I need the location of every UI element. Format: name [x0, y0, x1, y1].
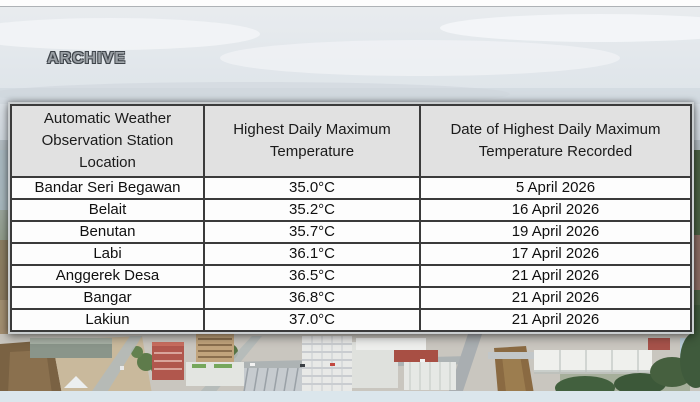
station-name: Anggerek Desa	[10, 264, 205, 288]
date-recorded: 21 April 2026	[419, 286, 692, 310]
weather-table-frame: Automatic Weather Observation Station Lo…	[8, 102, 694, 334]
max-temperature: 36.8°C	[203, 286, 421, 310]
station-name: Bangar	[10, 286, 205, 310]
date-recorded: 21 April 2026	[419, 264, 692, 288]
station-name: Labi	[10, 242, 205, 266]
table-row: Benutan 35.7°C 19 April 2026	[10, 220, 692, 244]
date-recorded: 16 April 2026	[419, 198, 692, 222]
max-temperature: 35.2°C	[203, 198, 421, 222]
col-header-station-location: Automatic Weather Observation Station Lo…	[10, 104, 205, 178]
max-temperature: 36.5°C	[203, 264, 421, 288]
col-header-max-temperature: Highest Daily Maximum Temperature	[203, 104, 421, 178]
date-recorded: 5 April 2026	[419, 176, 692, 200]
weather-table: Automatic Weather Observation Station Lo…	[10, 104, 692, 332]
max-temperature: 36.1°C	[203, 242, 421, 266]
max-temperature: 37.0°C	[203, 308, 421, 332]
table-row: Bandar Seri Begawan 35.0°C 5 April 2026	[10, 176, 692, 200]
table-row: Bangar 36.8°C 21 April 2026	[10, 286, 692, 310]
table-row: Lakiun 37.0°C 21 April 2026	[10, 308, 692, 332]
max-temperature: 35.7°C	[203, 220, 421, 244]
station-name: Benutan	[10, 220, 205, 244]
table-row: Anggerek Desa 36.5°C 21 April 2026	[10, 264, 692, 288]
table-row: Labi 36.1°C 17 April 2026	[10, 242, 692, 266]
table-header: Automatic Weather Observation Station Lo…	[10, 104, 692, 178]
col-header-date-recorded: Date of Highest Daily Maximum Temperatur…	[419, 104, 692, 178]
header-row: Automatic Weather Observation Station Lo…	[10, 104, 692, 178]
date-recorded: 17 April 2026	[419, 242, 692, 266]
table-body: Bandar Seri Begawan 35.0°C 5 April 2026 …	[10, 176, 692, 332]
station-name: Bandar Seri Begawan	[10, 176, 205, 200]
max-temperature: 35.0°C	[203, 176, 421, 200]
archive-watermark: ARCHIVE	[47, 50, 127, 67]
date-recorded: 21 April 2026	[419, 308, 692, 332]
table-row: Belait 35.2°C 16 April 2026	[10, 198, 692, 222]
date-recorded: 19 April 2026	[419, 220, 692, 244]
station-name: Belait	[10, 198, 205, 222]
station-name: Lakiun	[10, 308, 205, 332]
